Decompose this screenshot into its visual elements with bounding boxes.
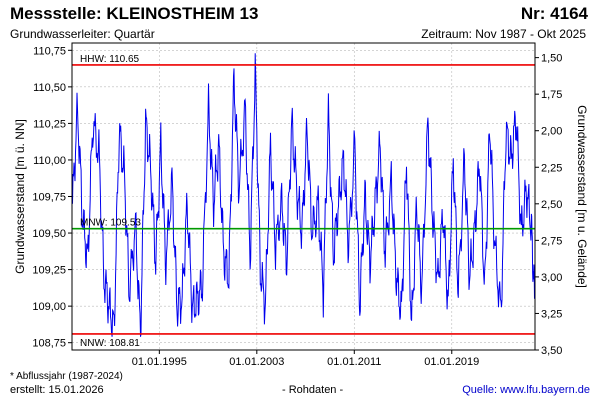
- y2-tick-label: 2,25: [541, 162, 562, 174]
- x-tick-label: 01.01.2011: [327, 356, 381, 368]
- rohdaten-label: - Rohdaten -: [282, 384, 344, 396]
- y2-tick-label: 3,50: [541, 345, 562, 357]
- reference-label-mnw: MNW: 109.53: [80, 218, 141, 229]
- y-tick-label: 110,75: [33, 45, 66, 57]
- reference-label-nnw: NNW: 108.81: [80, 338, 140, 349]
- reference-label-hhw: HHW: 110.65: [80, 54, 140, 65]
- page-title: Messstelle: KLEINOSTHEIM 13: [10, 4, 259, 23]
- y-tick-label: 110,50: [33, 82, 66, 94]
- y2-tick-label: 1,75: [541, 89, 562, 101]
- x-tick-label: 01.01.1995: [132, 356, 187, 368]
- chart-subtitle: Grundwasserleiter: Quartär: [10, 27, 155, 41]
- y-tick-label: 110,00: [33, 155, 66, 167]
- y2-tick-label: 2,50: [541, 199, 562, 211]
- y-axis-label: Grundwasserstand [m ü. NN]: [13, 119, 27, 274]
- y2-tick-label: 1,50: [541, 53, 562, 65]
- period-label: Zeitraum: Nov 1987 - Okt 2025: [421, 27, 586, 41]
- y-tick-label: 110,25: [33, 118, 66, 130]
- created-date: erstellt: 15.01.2026: [10, 384, 104, 396]
- x-tick-label: 01.01.2019: [424, 356, 479, 368]
- y-tick-label: 109,75: [32, 192, 66, 204]
- station-number: Nr: 4164: [520, 4, 588, 23]
- y2-tick-label: 3,25: [541, 308, 562, 320]
- y2-tick-label: 2,75: [541, 235, 562, 247]
- x-tick-label: 01.01.2003: [229, 356, 284, 368]
- y2-tick-label: 2,00: [541, 126, 562, 138]
- y-tick-label: 109,25: [32, 265, 66, 277]
- y2-tick-label: 3,00: [541, 272, 562, 284]
- source-link[interactable]: Quelle: www.lfu.bayern.de: [462, 384, 590, 396]
- footnote: * Abflussjahr (1987-2024): [10, 371, 123, 382]
- y-tick-label: 109,00: [32, 301, 66, 313]
- y-tick-label: 109,50: [32, 228, 66, 240]
- y-tick-label: 108,75: [32, 338, 66, 350]
- groundwater-series-line: [72, 53, 535, 337]
- y2-axis-label: Grundwasserstand [m u. Gelände]: [575, 105, 589, 288]
